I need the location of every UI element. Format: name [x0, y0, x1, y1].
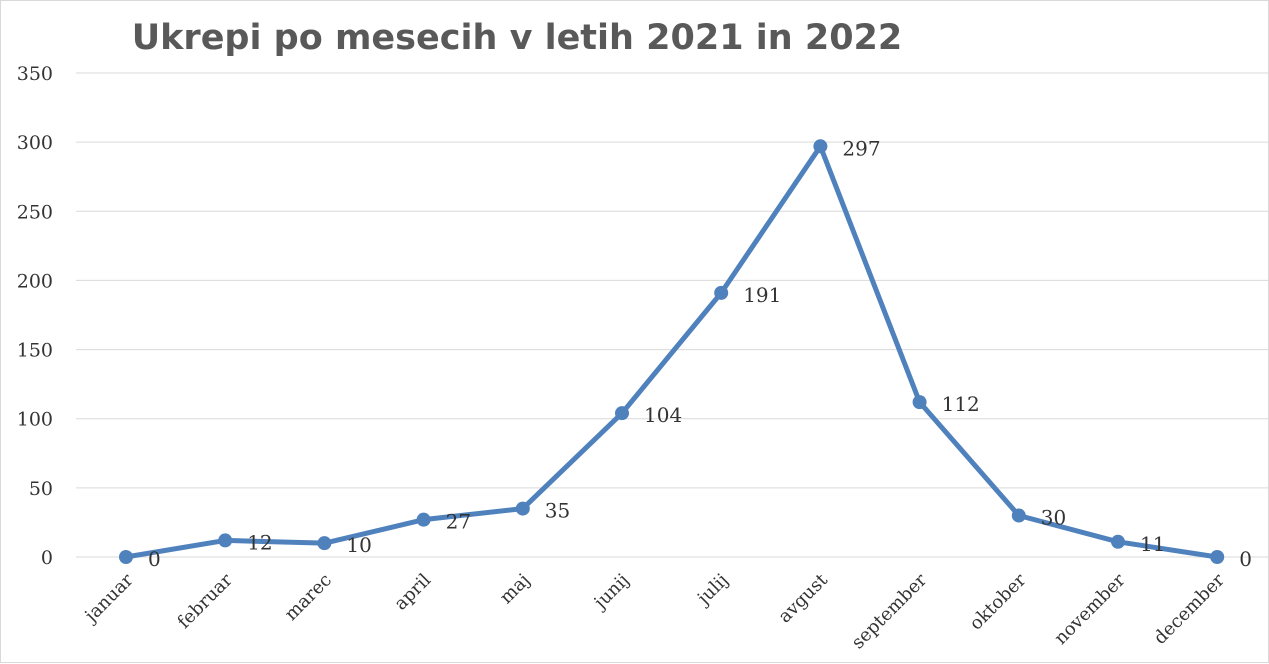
x-tick-label: april [390, 570, 435, 615]
data-label: 30 [1041, 506, 1066, 530]
data-label: 191 [743, 283, 781, 307]
data-label: 112 [942, 392, 980, 416]
x-tick-label: marec [281, 570, 336, 625]
data-label: 297 [842, 136, 880, 160]
series-layer [119, 139, 1225, 564]
x-tick-label: julij [692, 570, 733, 611]
y-tick-label: 200 [17, 270, 53, 292]
data-point [119, 550, 133, 564]
y-tick-label: 250 [17, 201, 53, 223]
y-tick-label: 350 [17, 63, 53, 85]
gridlines [76, 72, 1268, 558]
data-label: 12 [247, 530, 272, 554]
data-label: 27 [446, 510, 471, 534]
data-point [317, 536, 332, 551]
data-point [218, 533, 233, 548]
data-point [912, 395, 927, 410]
x-tick-label: avgust [774, 569, 832, 627]
data-point [515, 501, 530, 516]
data-point [1210, 550, 1225, 564]
x-tick-label: december [1150, 569, 1229, 648]
x-axis-ticks: januar februar marec april maj junij julij avgu… [80, 569, 1229, 653]
data-point [1111, 534, 1125, 549]
data-label: 104 [644, 403, 682, 427]
x-tick-label: november [1050, 569, 1130, 649]
x-tick-label: september [848, 569, 932, 653]
y-tick-label: 0 [41, 547, 53, 569]
data-label: 0 [1239, 547, 1252, 571]
y-tick-label: 50 [29, 478, 53, 500]
x-tick-label: oktober [966, 569, 1031, 634]
data-point [813, 139, 828, 154]
data-point [416, 512, 431, 527]
data-labels: 0 12 10 27 35 104 191 297 112 30 11 0 [148, 136, 1252, 571]
y-tick-label: 150 [17, 340, 53, 362]
data-label: 11 [1140, 532, 1165, 556]
x-tick-label: junij [589, 570, 634, 615]
data-label: 35 [545, 499, 570, 523]
y-tick-label: 300 [17, 132, 53, 154]
x-tick-label: januar [80, 569, 138, 627]
series-line [123, 143, 1220, 560]
data-point [714, 285, 729, 300]
data-point [615, 406, 629, 421]
y-tick-label: 100 [17, 409, 53, 431]
data-point [1011, 508, 1026, 523]
data-label: 10 [346, 533, 371, 557]
y-axis-ticks: 0 50 100 150 200 250 300 350 [17, 63, 53, 569]
data-label: 0 [148, 547, 161, 571]
x-tick-label: maj [496, 570, 534, 608]
x-tick-label: februar [174, 569, 237, 632]
chart-title: Ukrepi po mesecih v letih 2021 in 2022 [132, 18, 903, 58]
